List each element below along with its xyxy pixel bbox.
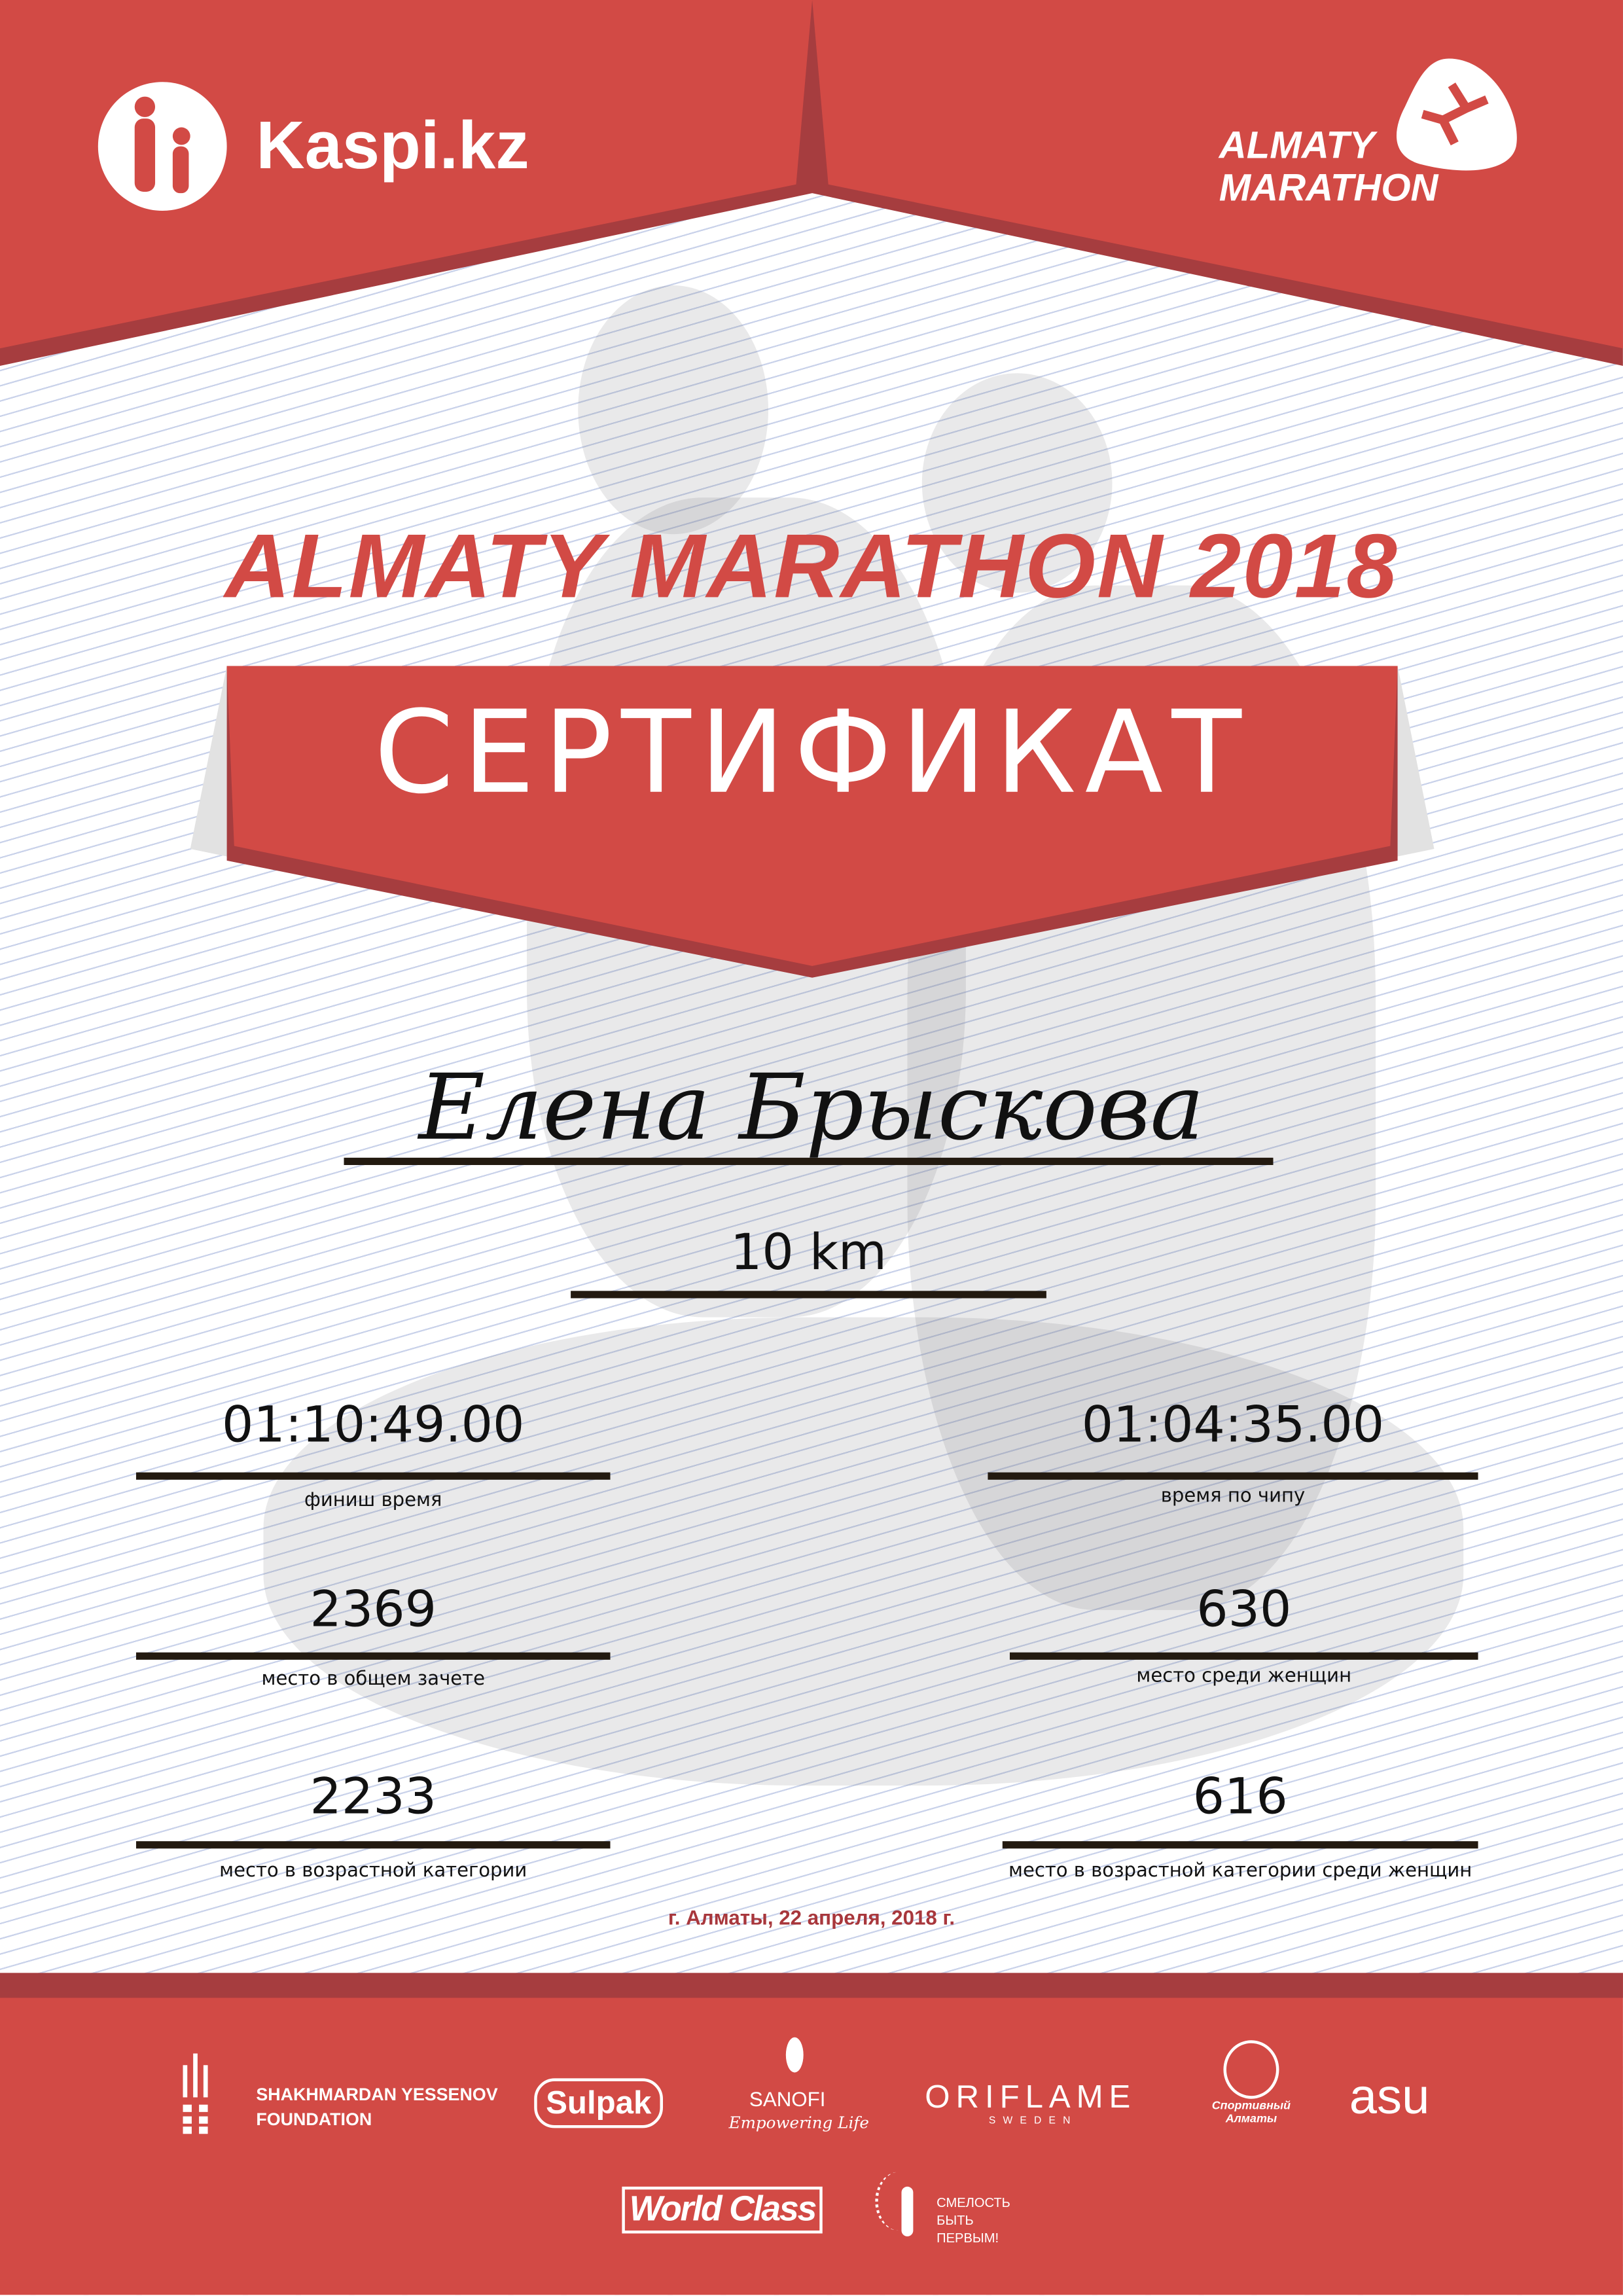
certificate-heading: СЕРТИФИКАТ: [374, 688, 1251, 820]
courage-line1: СМЕЛОСТЬ: [936, 2195, 1010, 2210]
sanofi-logo: SANOFI: [749, 2087, 826, 2111]
sponsors-footer: SHAKHMARDAN YESSENOV FOUNDATION Sulpak S…: [0, 1973, 1623, 2295]
almaty-marathon-logo-line1: ALMATY: [1219, 122, 1375, 167]
worldclass-logo: World Class: [622, 2186, 823, 2234]
participant-name: Елена Брыскова: [418, 1054, 1205, 1161]
date-location: г. Алматы, 22 апреля, 2018 г.: [668, 1905, 955, 1929]
almaty-marathon-runner-icon: [1396, 58, 1517, 171]
oriflame-logo: ORIFLAME: [925, 2078, 1137, 2115]
women-place-underline: [1009, 1652, 1478, 1660]
runner-photo-legs: [263, 1317, 1464, 1786]
finish-time-value: 01:10:49.00: [222, 1396, 525, 1455]
oriflame-sub: SWEDEN: [988, 2116, 1078, 2127]
age-place-underline: [135, 1841, 611, 1849]
yessenov-foundation-icon: [183, 2053, 208, 2134]
finish-time-underline: [135, 1472, 611, 1480]
certificate-ribbon: [190, 666, 1435, 978]
distance-underline: [571, 1291, 1046, 1299]
chip-time-label: время по чипу: [1160, 1485, 1306, 1508]
chip-time-value: 01:04:35.00: [1081, 1396, 1385, 1455]
age-place-label: место в возрастной категории: [219, 1860, 527, 1882]
sanofi-icon: [785, 2037, 804, 2073]
chip-time-underline: [988, 1472, 1478, 1480]
overall-place-label: место в общем зачете: [261, 1668, 485, 1691]
asu-logo: asu: [1349, 2069, 1430, 2125]
distance: 10 km: [730, 1223, 887, 1282]
courage-line3: ПЕРВЫМ!: [936, 2230, 999, 2246]
age-women-place-underline: [1002, 1841, 1478, 1849]
sport-almaty-logo: Спортивный Алматы: [1211, 2098, 1291, 2125]
courage-fund-figure-icon: [901, 2186, 914, 2236]
courage-line2: БЫТЬ: [936, 2213, 974, 2228]
almaty-marathon-logo-line2: MARATHON: [1219, 165, 1438, 209]
age-women-place-value: 616: [1192, 1768, 1288, 1827]
overall-place-underline: [135, 1652, 611, 1660]
kaspi-logo-icon: [98, 82, 227, 211]
overall-place-value: 2369: [310, 1581, 437, 1640]
runner-photo-man-head: [578, 285, 769, 535]
women-place-label: место среди женщин: [1136, 1665, 1352, 1688]
footer-band: [0, 1973, 1623, 1998]
sulpak-logo: Sulpak: [534, 2078, 664, 2128]
age-women-place-label: место в возрастной категории среди женщи…: [1008, 1860, 1472, 1882]
women-place-value: 630: [1196, 1581, 1292, 1640]
name-underline: [344, 1157, 1274, 1166]
header-chevron: [0, 0, 1623, 367]
yessenov-line1: SHAKHMARDAN YESSENOV: [256, 2084, 498, 2105]
event-title: ALMATY MARATHON 2018: [224, 516, 1399, 618]
sport-almaty-emblem-icon: [1223, 2040, 1279, 2099]
sanofi-tagline: Empowering Life: [728, 2113, 869, 2133]
courage-fund-icon: [875, 2172, 922, 2231]
kaspi-logo-text: Kaspi.kz: [256, 107, 529, 183]
yessenov-line2: FOUNDATION: [256, 2109, 372, 2130]
age-place-value: 2233: [310, 1768, 437, 1827]
runner-photo-woman-head: [921, 373, 1113, 593]
finish-time-label: финиш время: [304, 1490, 442, 1512]
